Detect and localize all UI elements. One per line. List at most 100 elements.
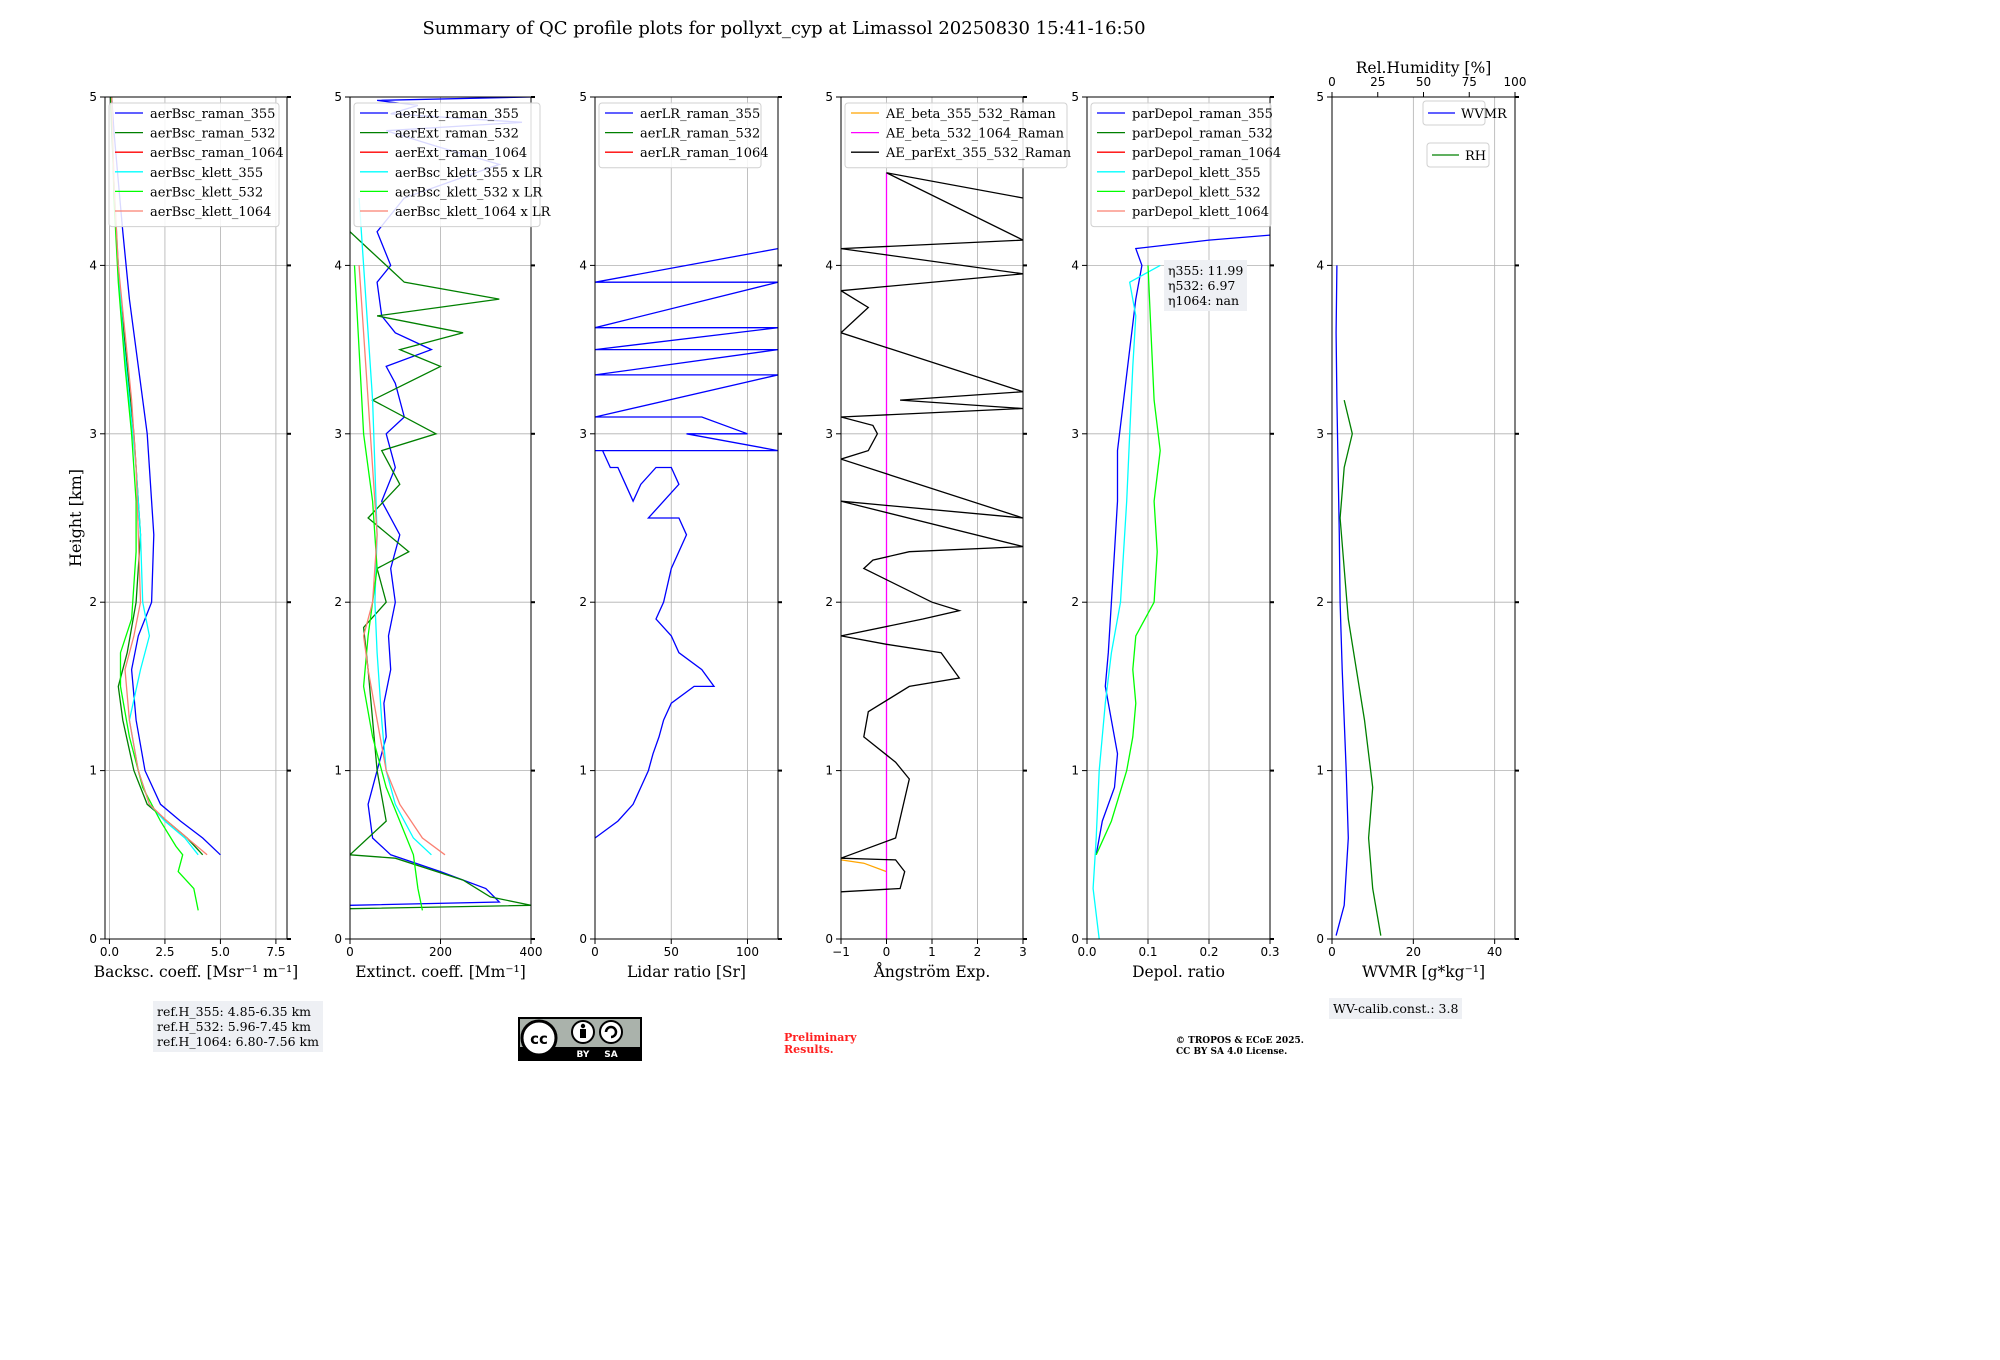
y-tick-label: 5	[334, 90, 342, 104]
x-tick-label: 0.2	[1199, 945, 1218, 959]
legend-label: aerBsc_raman_1064	[150, 146, 284, 161]
legend: WVMR RH	[1422, 100, 1508, 168]
x-tick-label: 0	[1328, 945, 1336, 959]
y-tick-label: 3	[1316, 427, 1324, 441]
copyright-note: © TROPOS & ECoE 2025. CC BY SA 4.0 Licen…	[1176, 1036, 1304, 1058]
preliminary-line-1: Preliminary	[784, 1031, 857, 1044]
x2-tick-label: 100	[1504, 75, 1527, 89]
ref-height-532: ref.H_532: 5.96-7.45 km	[157, 1019, 312, 1034]
y-tick-label: 0	[1316, 932, 1324, 946]
series-line-aerBsc_klett_355 x LR	[358, 197, 432, 856]
reference-height-box: ref.H_355: 4.85-6.35 km ref.H_532: 5.96-…	[153, 1001, 323, 1052]
figure-title: Summary of QC profile plots for pollyxt_…	[422, 18, 1146, 39]
x-axis-label: Ångström Exp.	[873, 963, 991, 981]
series-line-aerLR_raman_355	[595, 247, 778, 839]
cc-icon-text: cc	[530, 1030, 548, 1048]
legend-label: aerExt_raman_355	[395, 107, 519, 122]
legend-label: parDepol_klett_532	[1132, 185, 1261, 200]
legend-label: parDepol_klett_1064	[1132, 205, 1269, 220]
eta-532: η532: 6.97	[1168, 278, 1236, 293]
panel-6: 0 20 40 0 1 2 3 4 5 WVMR [g*kg⁻¹] 0 25 50 75 100 Rel.Hu…	[1316, 59, 1526, 981]
legend-label: parDepol_raman_1064	[1132, 146, 1281, 161]
legend: aerExt_raman_355 aerExt_raman_532 aerExt_r…	[353, 102, 552, 228]
x-tick-label: 0	[591, 945, 599, 959]
legend-label: aerBsc_raman_355	[150, 107, 275, 122]
y-tick-label: 5	[89, 90, 97, 104]
legend-box	[353, 102, 541, 228]
y-tick-label: 2	[1316, 595, 1324, 609]
y-tick-label: 1	[1071, 764, 1079, 778]
series-line-AE_parExt_355_532_Raman	[841, 172, 1023, 893]
legend-box	[598, 102, 762, 169]
legend-label: AE_parExt_355_532_Raman	[885, 146, 1072, 161]
legend-label: aerLR_raman_532	[640, 127, 760, 142]
eta-1064: η1064: nan	[1168, 293, 1240, 308]
panel-3: 0 50 100 0 1 2 3 4 5 Lidar ratio [Sr] aerLR_raman_…	[579, 90, 782, 981]
series-line-WVMR	[1335, 265, 1349, 936]
x-tick-label: 0	[346, 945, 354, 959]
x-axis-label: Depol. ratio	[1132, 963, 1225, 981]
y-tick-label: 0	[89, 932, 97, 946]
series-line-RH	[1339, 399, 1382, 936]
ref-height-1064: ref.H_1064: 6.80-7.56 km	[157, 1034, 319, 1049]
y-tick-label: 3	[334, 427, 342, 441]
x2-axis-label: Rel.Humidity [%]	[1356, 59, 1492, 77]
legend-label: aerBsc_klett_1064 x LR	[395, 205, 552, 220]
x-tick-label: 200	[429, 945, 452, 959]
y-tick-label: 1	[89, 764, 97, 778]
x2-tick-label: 25	[1370, 75, 1385, 89]
y-axis-label: Height [km]	[66, 469, 85, 567]
y-tick-label: 0	[1071, 932, 1079, 946]
y-tick-label: 0	[334, 932, 342, 946]
series-line-parDepol_raman_355	[1095, 234, 1270, 855]
series-line-aerBsc_klett_355	[111, 97, 199, 856]
series-group	[1092, 234, 1270, 939]
ref-height-355: ref.H_355: 4.85-6.35 km	[157, 1004, 312, 1019]
legend-label: WVMR	[1461, 107, 1508, 122]
y-tick-label: 5	[1316, 90, 1324, 104]
eta-box: η355: 11.99 η532: 6.97 η1064: nan	[1164, 260, 1248, 311]
y-tick-label: 3	[579, 427, 587, 441]
sa-label: SA	[604, 1050, 617, 1060]
legend-label: aerExt_raman_532	[395, 127, 519, 142]
panel-5: 0.0 0.1 0.2 0.3 0 1 2 3 4 5 Depol. ratio parDepol_r…	[1071, 90, 1281, 981]
y-tick-label: 4	[1071, 258, 1079, 272]
legend-box	[844, 102, 1068, 169]
preliminary-line-2: Results.	[784, 1043, 834, 1056]
series-line-parDepol_klett_532	[1095, 265, 1161, 856]
x-axis-label: Backsc. coeff. [Msr⁻¹ m⁻¹]	[94, 963, 298, 981]
cc-icon	[520, 1019, 558, 1057]
x-tick-label: 20	[1406, 945, 1421, 959]
panel-frame	[594, 96, 779, 940]
y-tick-label: 4	[825, 258, 833, 272]
x-tick-label: 7.5	[266, 945, 285, 959]
wv-calib-box: WV-calib.const.: 3.8	[1329, 998, 1463, 1019]
y-tick-label: 0	[825, 932, 833, 946]
legend: AE_beta_355_532_Raman AE_beta_532_1064_Ra…	[844, 102, 1072, 169]
legend-box	[1090, 102, 1272, 228]
copyright-line-2: CC BY SA 4.0 License.	[1176, 1047, 1288, 1057]
y-tick-label: 5	[1071, 90, 1079, 104]
y-tick-label: 4	[579, 258, 587, 272]
sa-icon	[599, 1020, 623, 1044]
x-tick-label: 50	[664, 945, 679, 959]
legend-label: aerBsc_klett_355	[150, 166, 263, 181]
cc-license-badge: cc BY SA	[518, 1017, 642, 1061]
y-tick-label: 1	[1316, 764, 1324, 778]
y-tick-label: 1	[825, 764, 833, 778]
x-tick-label: 100	[736, 945, 759, 959]
panel-2: 0 200 400 0 1 2 3 4 5 Extinct. coeff. [Mm⁻¹] aerEx…	[334, 90, 551, 981]
x-tick-label: 400	[520, 945, 543, 959]
x-tick-label: 0	[883, 945, 891, 959]
x-tick-label: −1	[832, 945, 850, 959]
series-line-aerBsc_klett_1064	[111, 97, 208, 856]
x-axis-label: Lidar ratio [Sr]	[627, 963, 746, 981]
by-label: BY	[577, 1050, 590, 1060]
y-tick-label: 1	[579, 764, 587, 778]
series-group	[1335, 265, 1382, 936]
x2-tick-label: 50	[1416, 75, 1431, 89]
panel-frame	[1086, 96, 1271, 940]
panel-frame	[104, 96, 288, 940]
legend-box	[108, 102, 280, 228]
